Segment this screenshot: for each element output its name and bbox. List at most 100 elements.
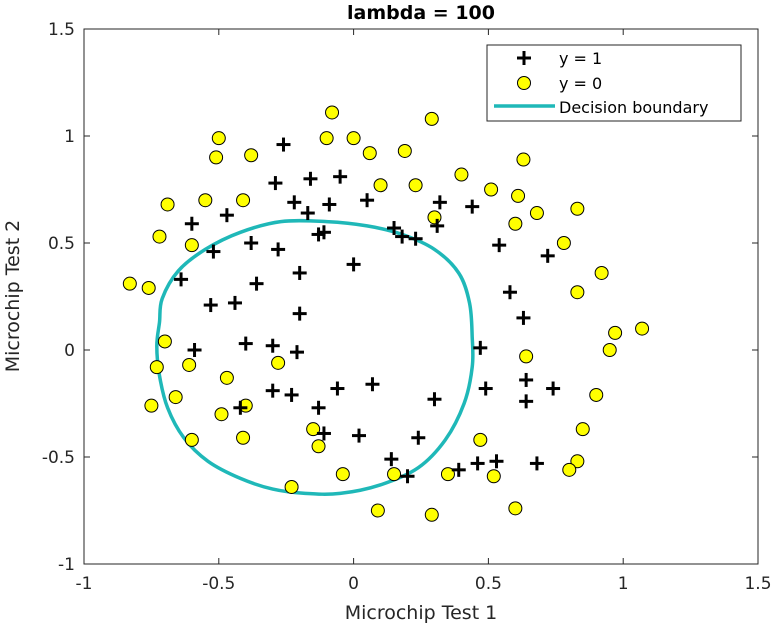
data-point-negative [284, 479, 299, 494]
decision-boundary-layer [155, 218, 475, 496]
data-point-negative [424, 111, 439, 126]
data-point-positive [400, 469, 415, 484]
data-point-positive [287, 195, 302, 210]
decision-boundary-curve [155, 218, 475, 496]
data-point-negative [508, 501, 523, 516]
data-point-negative [484, 182, 499, 197]
data-point-negative [141, 280, 156, 295]
data-point-positive [411, 430, 426, 445]
data-point-negative [219, 370, 234, 385]
data-point-positive [238, 336, 253, 351]
data-point-positive [473, 340, 488, 355]
data-point-negative [602, 343, 617, 357]
data-point-negative [306, 422, 321, 437]
data-point-negative [589, 387, 604, 402]
legend-entry-boundary: Decision boundary [494, 98, 708, 117]
data-point-positive [203, 298, 218, 313]
data-point-positive [333, 169, 348, 184]
data-point-positive [284, 387, 299, 402]
data-point-negative [516, 152, 531, 167]
legend: y = 1 y = 0 Decision boundary [486, 44, 742, 122]
data-point-positive [546, 381, 561, 396]
data-point-negative [311, 439, 326, 454]
data-point-negative [325, 105, 340, 120]
data-point-positive [540, 248, 555, 263]
legend-entry-negative: y = 0 [517, 74, 602, 93]
data-point-positive [268, 176, 283, 191]
data-point-positive [351, 428, 366, 443]
data-point-negative [570, 201, 585, 216]
data-point-negative [635, 321, 650, 336]
data-point-positive [451, 462, 466, 477]
legend-label-positive: y = 1 [559, 49, 602, 68]
data-point-negative [160, 197, 175, 212]
data-point-positive [289, 345, 304, 360]
legend-entry-positive: y = 1 [517, 49, 602, 68]
data-point-negative [362, 146, 377, 161]
data-point-negative [575, 422, 590, 437]
data-point-positive [387, 221, 402, 236]
y-tick-label: -0.5 [42, 448, 75, 468]
data-point-positive [265, 383, 280, 398]
data-point-negative [198, 193, 213, 208]
data-point-positive [346, 257, 361, 272]
y-tick-label: 1 [64, 127, 75, 147]
data-point-positive [311, 400, 326, 415]
data-point-negative [152, 229, 167, 244]
legend-plus-marker [517, 51, 531, 65]
data-point-negative [594, 265, 609, 280]
data-point-negative [157, 334, 172, 349]
data-point-negative [168, 390, 183, 405]
data-point-negative [335, 467, 350, 482]
data-point-negative [122, 276, 137, 291]
legend-circle-marker [517, 76, 531, 90]
data-point-negative [408, 178, 423, 193]
data-point-positive [465, 199, 480, 214]
data-point-negative [184, 432, 199, 447]
legend-plus-glyph [517, 51, 531, 65]
x-tick-label: -1 [76, 574, 93, 594]
data-point-negative [346, 131, 361, 146]
data-point-positive [502, 285, 517, 300]
data-point-positive [529, 456, 544, 471]
chart-title: lambda = 100 [347, 2, 495, 24]
y-tick-label: 0.5 [48, 234, 75, 254]
data-point-positive [519, 372, 534, 387]
y-tick-label: 1.5 [48, 20, 75, 40]
data-point-positive [489, 454, 504, 469]
data-point-negative [427, 210, 442, 225]
data-point-negative [211, 131, 226, 146]
data-point-positive [292, 265, 307, 280]
data-point-positive [519, 394, 534, 409]
data-point-positive [516, 310, 531, 325]
positive-points-layer [174, 137, 561, 484]
data-point-positive [292, 306, 307, 321]
data-point-positive [432, 195, 447, 210]
data-point-negative [236, 430, 251, 445]
data-point-positive [470, 456, 485, 471]
x-axis-label: Microchip Test 1 [345, 602, 498, 624]
y-tick-label: 0 [64, 341, 75, 361]
data-point-positive [430, 218, 445, 233]
data-point-negative [556, 236, 571, 250]
data-point-positive [206, 244, 221, 259]
data-point-positive [219, 208, 234, 223]
data-point-positive [408, 231, 423, 246]
data-point-positive [360, 193, 375, 208]
plot-area-frame [83, 28, 759, 565]
data-point-negative [144, 398, 159, 413]
axis-ticks: -1 -0.5 0 0.5 1 1.5 -1 -0.5 0 0.5 1 1.5 [42, 20, 772, 594]
data-point-negative [454, 167, 469, 182]
y-tick-label: -1 [58, 555, 75, 575]
data-point-negative [319, 131, 334, 146]
data-point-positive [311, 227, 326, 242]
data-point-positive [365, 377, 380, 392]
x-tick-label: 0 [348, 574, 359, 594]
data-point-positive [233, 400, 248, 415]
data-point-negative [508, 216, 523, 231]
data-point-negative [182, 357, 197, 372]
legend-label-negative: y = 0 [559, 74, 602, 93]
data-point-negative [529, 206, 544, 221]
data-point-negative [440, 467, 455, 482]
x-tick-label: 1.5 [744, 574, 771, 594]
